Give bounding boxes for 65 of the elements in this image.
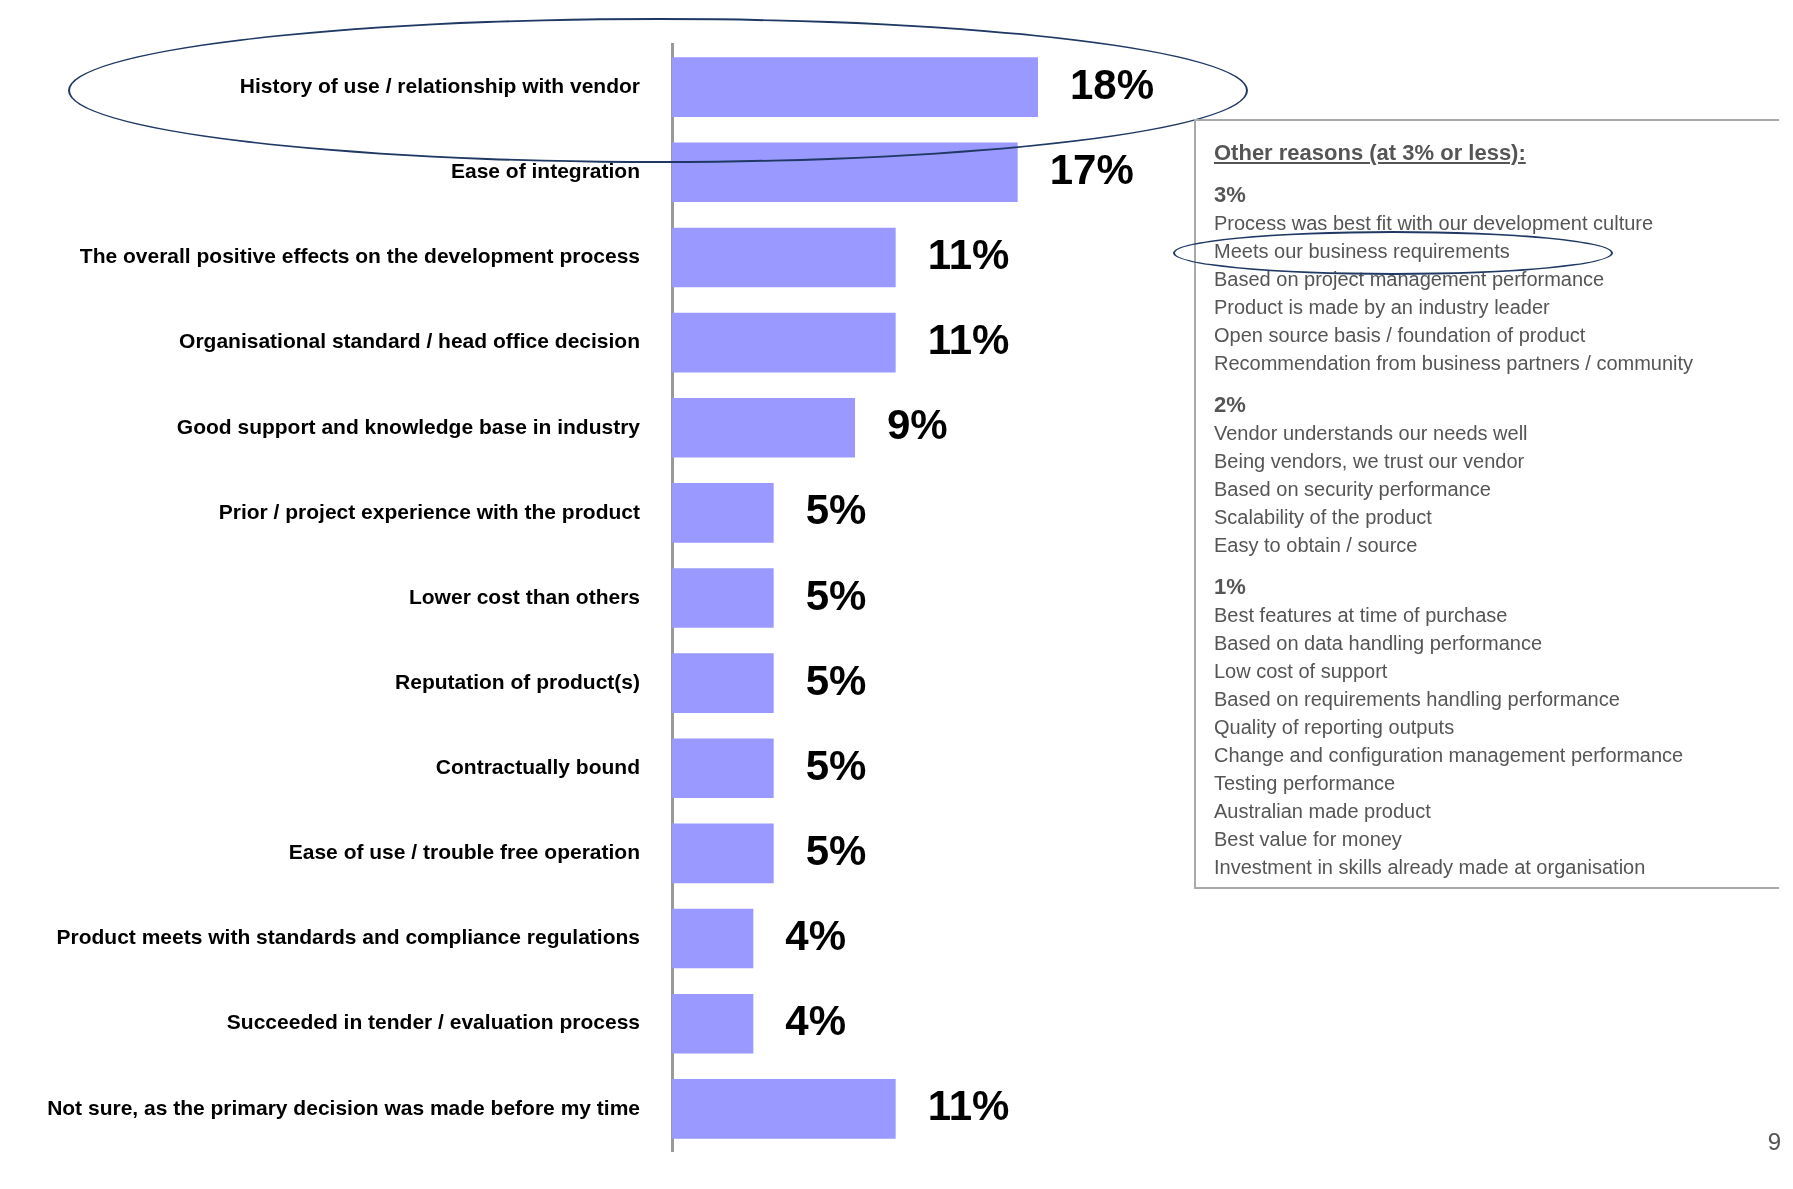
y-tick-label: Ease of use / trouble free operation [288, 840, 640, 864]
data-label: 17% [1049, 145, 1134, 193]
bar [672, 993, 754, 1054]
text: Meets our business requirements [1214, 239, 1511, 264]
text: Product is made by an industry leader [1214, 295, 1551, 320]
y-tick-label: Good support and knowledge base in industry [176, 414, 641, 438]
text: Based on requirements handling performance [1214, 687, 1621, 712]
text: Investment in skills already made at organisation [1214, 855, 1647, 880]
text: Based on security performance [1214, 477, 1492, 502]
text: Recommendation from business partners / community [1214, 351, 1695, 376]
data-label: 5% [805, 571, 867, 619]
data-label: 18% [1070, 60, 1155, 108]
text: Process was best fit with our development culture [1214, 211, 1655, 236]
text: 9 [1767, 1128, 1781, 1156]
text: Best features at time of purchase [1214, 603, 1509, 628]
y-tick-label: Prior / project experience with the product [218, 499, 640, 523]
bar [672, 823, 774, 884]
text: 3% [1214, 181, 1247, 209]
data-label: 11% [927, 231, 1010, 279]
text: Being vendors, we trust our vendor [1214, 449, 1526, 474]
text: Easy to obtain / source [1214, 533, 1419, 558]
bar [672, 227, 896, 288]
y-tick-label: Lower cost than others [408, 584, 640, 608]
text: Quality of reporting outputs [1214, 715, 1456, 740]
y-tick-label: History of use / relationship with vendor [239, 73, 640, 97]
bar [672, 142, 1018, 203]
y-tick-label: Reputation of product(s) [395, 669, 640, 693]
text: Based on project management performance [1214, 267, 1606, 292]
text: Scalability of the product [1214, 505, 1433, 530]
y-tick-label: Not sure, as the primary decision was made before my time [47, 1095, 640, 1119]
y-tick-label: Contractually bound [435, 755, 640, 779]
bar [672, 738, 774, 799]
data-label: 5% [805, 656, 867, 704]
text: Best value for money [1214, 827, 1403, 852]
text: Vendor understands our needs well [1214, 421, 1529, 446]
text: Change and configuration management performance [1214, 743, 1685, 768]
y-tick-label: The overall positive effects on the development process [79, 244, 640, 268]
bar [672, 653, 774, 713]
bar [672, 1079, 896, 1139]
text: Testing performance [1214, 771, 1397, 796]
bar [672, 57, 1038, 117]
bar [672, 568, 774, 628]
data-label: 4% [785, 912, 847, 960]
text: Other reasons (at 3% or less): [1214, 139, 1527, 167]
data-label: 11% [927, 316, 1010, 364]
text: 2% [1214, 391, 1247, 419]
text: Open source basis / foundation of product [1214, 323, 1587, 348]
y-tick-label: Product meets with standards and compliance regulations [56, 925, 640, 949]
y-tick-label: Ease of integration [450, 159, 640, 183]
text: Based on data handling performance [1214, 631, 1543, 656]
text: Australian made product [1214, 799, 1432, 824]
data-label: 5% [805, 741, 867, 789]
data-label: 5% [805, 826, 867, 874]
data-label: 4% [785, 997, 847, 1045]
data-label: 9% [887, 401, 948, 449]
data-label: 5% [805, 486, 867, 534]
text: Low cost of support [1214, 659, 1389, 684]
text: 1% [1214, 573, 1247, 601]
data-label: 11% [927, 1082, 1010, 1130]
bar [672, 397, 855, 458]
y-tick-label: Organisational standard / head office decision [179, 329, 640, 353]
bar [672, 312, 896, 373]
y-tick-label: Succeeded in tender / evaluation process [226, 1010, 640, 1034]
bar [672, 908, 754, 969]
bar [672, 483, 774, 543]
